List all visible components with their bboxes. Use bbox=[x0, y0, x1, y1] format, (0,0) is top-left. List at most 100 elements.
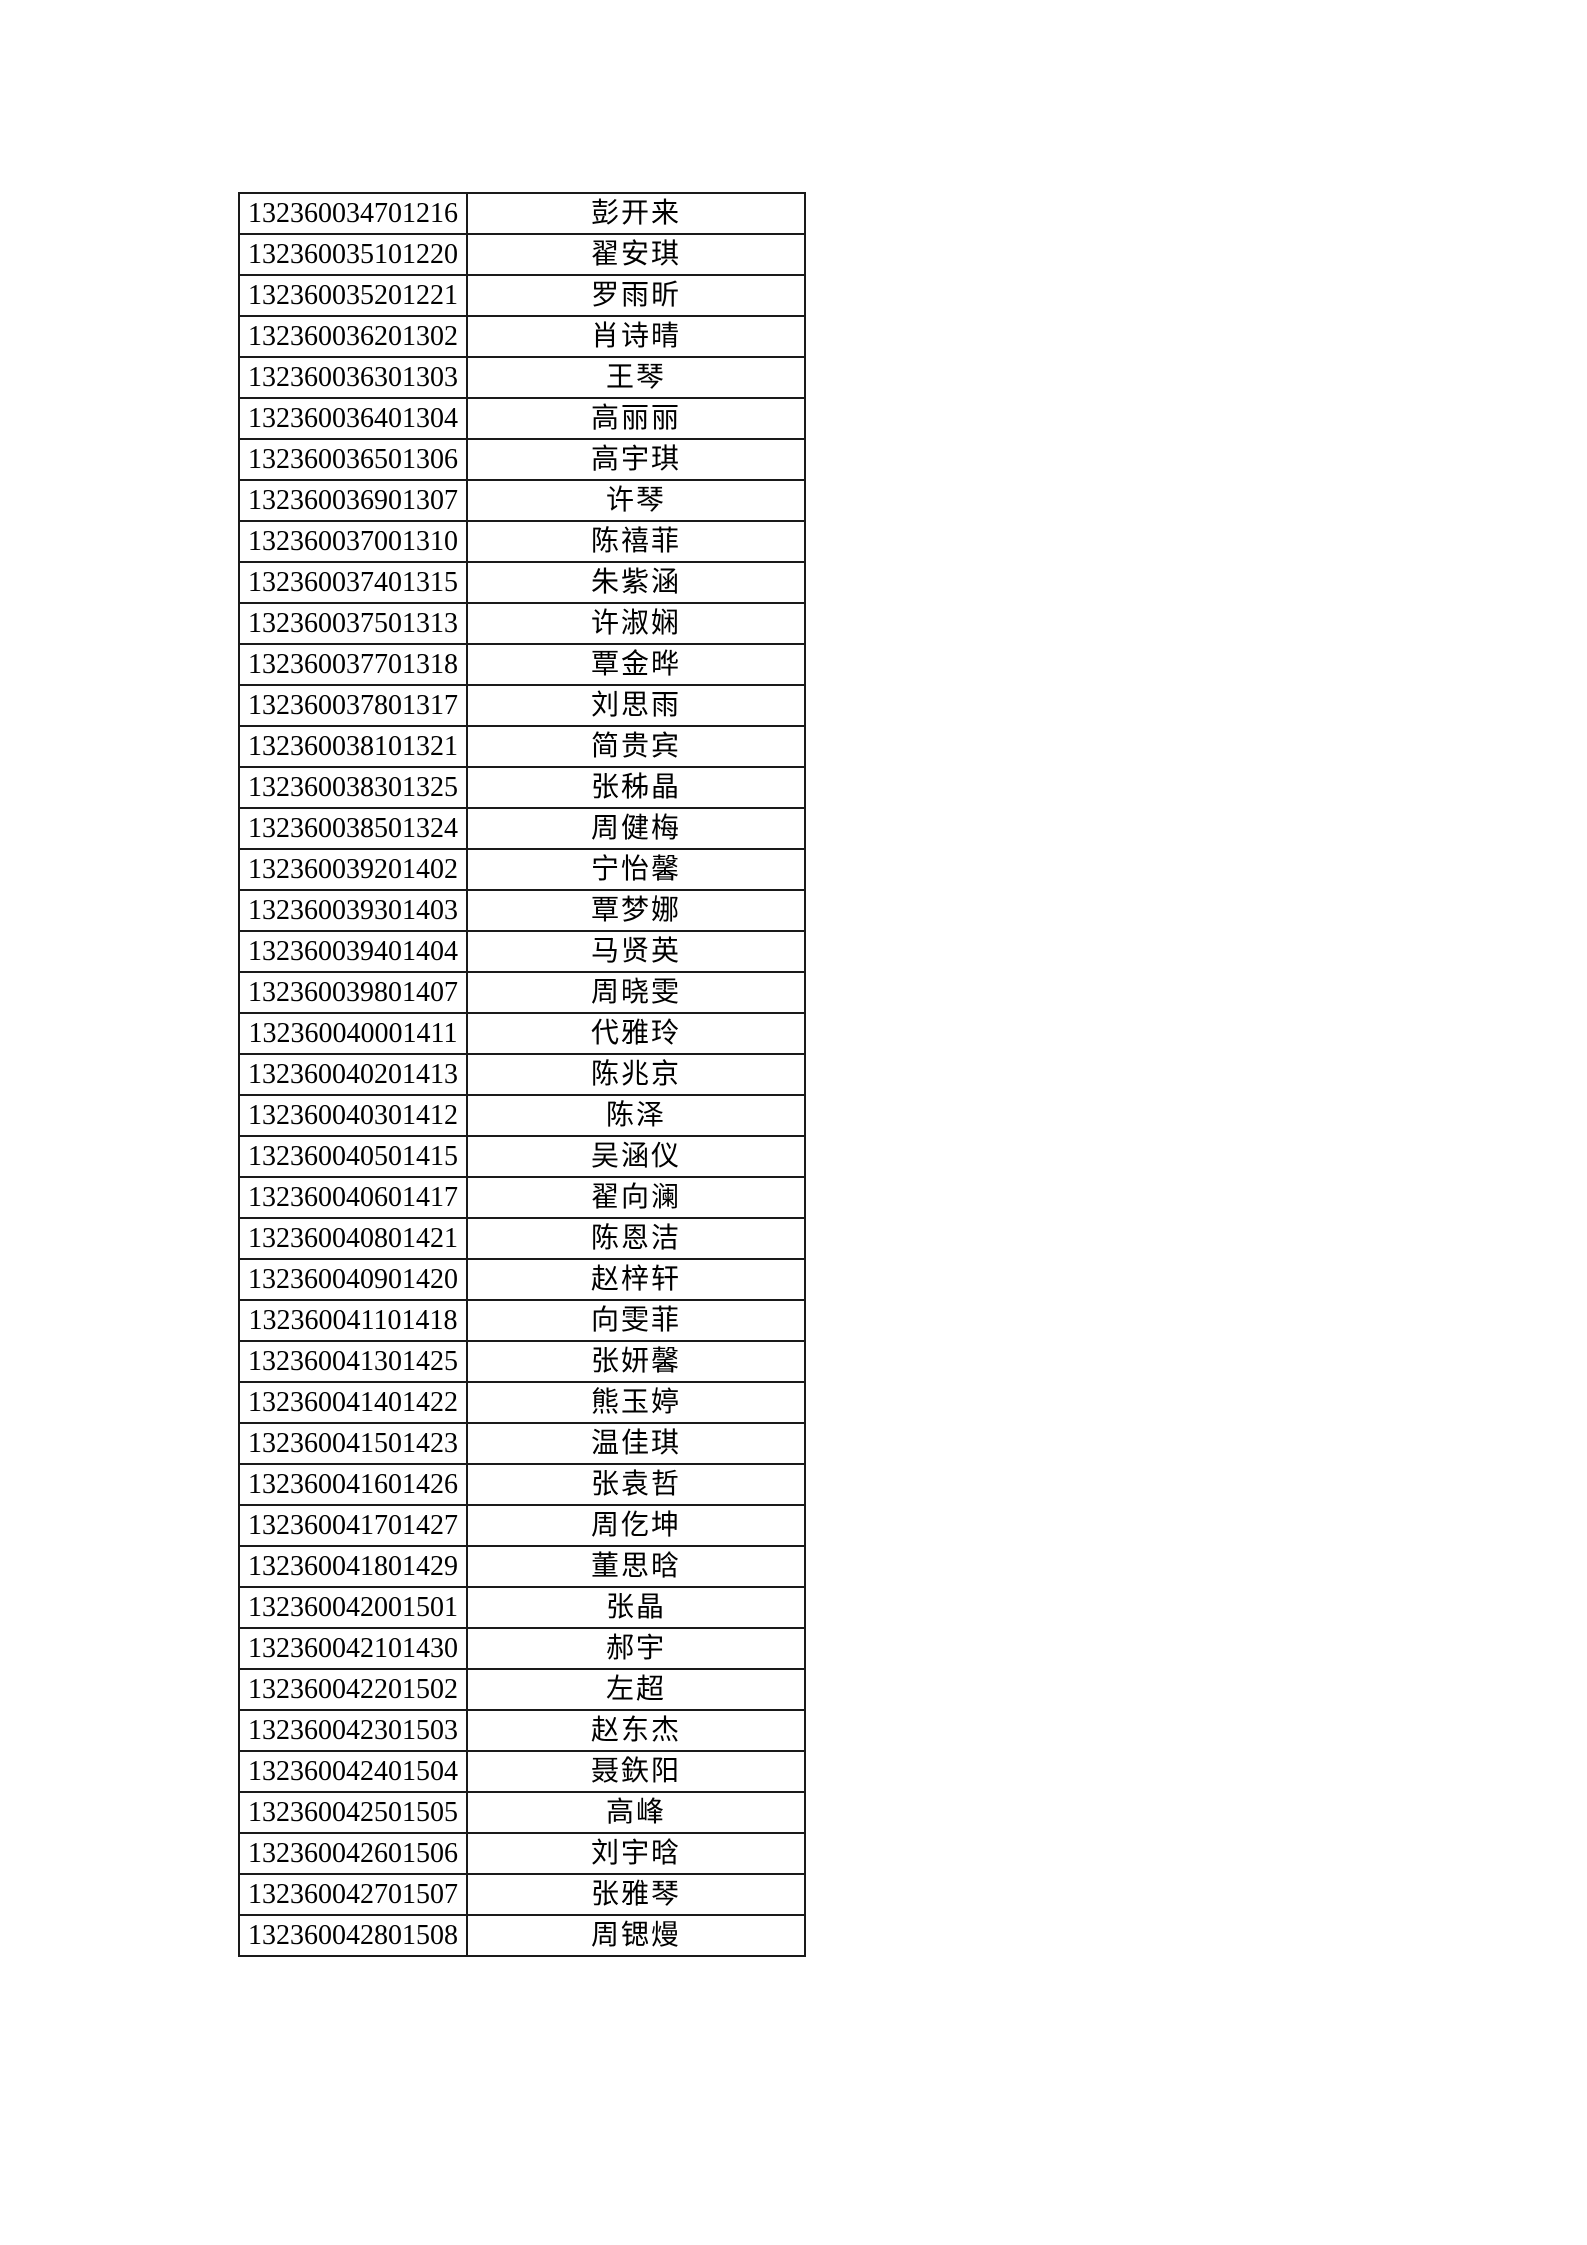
student-name-cell: 张秭晶 bbox=[466, 766, 806, 809]
table-row: 132360035201221 罗雨昕 bbox=[238, 274, 806, 317]
exam-number-cell: 132360040201413 bbox=[238, 1053, 468, 1096]
exam-number-cell: 132360039401404 bbox=[238, 930, 468, 973]
table-row: 132360041701427 周仡坤 bbox=[238, 1504, 806, 1547]
exam-number-cell: 132360042601506 bbox=[238, 1832, 468, 1875]
table-row: 132360038101321 简贵宾 bbox=[238, 725, 806, 768]
exam-number-cell: 132360042301503 bbox=[238, 1709, 468, 1752]
student-name-cell: 肖诗晴 bbox=[466, 315, 806, 358]
student-name-cell: 张妍馨 bbox=[466, 1340, 806, 1383]
table-row: 132360042601506 刘宇晗 bbox=[238, 1832, 806, 1875]
student-name-cell: 周晓雯 bbox=[466, 971, 806, 1014]
exam-number-cell: 132360037701318 bbox=[238, 643, 468, 686]
student-name-cell: 刘宇晗 bbox=[466, 1832, 806, 1875]
table-row: 132360041301425 张妍馨 bbox=[238, 1340, 806, 1383]
table-row: 132360041401422 熊玉婷 bbox=[238, 1381, 806, 1424]
table-row: 132360040601417 翟向澜 bbox=[238, 1176, 806, 1219]
exam-number-cell: 132360041801429 bbox=[238, 1545, 468, 1588]
table-row: 132360040001411 代雅玲 bbox=[238, 1012, 806, 1055]
exam-number-cell: 132360041401422 bbox=[238, 1381, 468, 1424]
table-row: 132360039201402 宁怡馨 bbox=[238, 848, 806, 891]
table-row: 132360040501415 吴涵仪 bbox=[238, 1135, 806, 1178]
table-row: 132360042101430 郝宇 bbox=[238, 1627, 806, 1670]
table-row: 132360036301303 王琴 bbox=[238, 356, 806, 399]
exam-number-cell: 132360042501505 bbox=[238, 1791, 468, 1834]
exam-number-cell: 132360038301325 bbox=[238, 766, 468, 809]
student-name-cell: 郝宇 bbox=[466, 1627, 806, 1670]
student-name-cell: 高丽丽 bbox=[466, 397, 806, 440]
table-row: 132360042001501 张晶 bbox=[238, 1586, 806, 1629]
student-name-cell: 覃梦娜 bbox=[466, 889, 806, 932]
table-row: 132360042401504 聂鉃阳 bbox=[238, 1750, 806, 1793]
exam-number-cell: 132360041501423 bbox=[238, 1422, 468, 1465]
table-row: 132360042301503 赵东杰 bbox=[238, 1709, 806, 1752]
table-row: 132360040801421 陈恩洁 bbox=[238, 1217, 806, 1260]
student-name-cell: 周仡坤 bbox=[466, 1504, 806, 1547]
student-name-cell: 高宇琪 bbox=[466, 438, 806, 481]
table-row: 132360037501313 许淑娴 bbox=[238, 602, 806, 645]
student-name-cell: 王琴 bbox=[466, 356, 806, 399]
student-name-cell: 简贵宾 bbox=[466, 725, 806, 768]
student-name-cell: 代雅玲 bbox=[466, 1012, 806, 1055]
table-row: 132360041101418 向雯菲 bbox=[238, 1299, 806, 1342]
table-row: 132360036201302 肖诗晴 bbox=[238, 315, 806, 358]
student-name-cell: 翟安琪 bbox=[466, 233, 806, 276]
exam-number-cell: 132360040001411 bbox=[238, 1012, 468, 1055]
student-name-cell: 高峰 bbox=[466, 1791, 806, 1834]
table-row: 132360037801317 刘思雨 bbox=[238, 684, 806, 727]
table-row: 132360040301412 陈泽 bbox=[238, 1094, 806, 1137]
exam-number-cell: 132360041101418 bbox=[238, 1299, 468, 1342]
student-name-cell: 马贤英 bbox=[466, 930, 806, 973]
table-row: 132360039801407 周晓雯 bbox=[238, 971, 806, 1014]
student-name-cell: 陈兆京 bbox=[466, 1053, 806, 1096]
table-row: 132360037401315 朱紫涵 bbox=[238, 561, 806, 604]
table-row: 132360036501306 高宇琪 bbox=[238, 438, 806, 481]
exam-number-cell: 132360036401304 bbox=[238, 397, 468, 440]
table-row: 132360041601426 张袁哲 bbox=[238, 1463, 806, 1506]
table-row: 132360037001310 陈禧菲 bbox=[238, 520, 806, 563]
student-name-cell: 朱紫涵 bbox=[466, 561, 806, 604]
exam-number-cell: 132360037501313 bbox=[238, 602, 468, 645]
student-name-cell: 左超 bbox=[466, 1668, 806, 1711]
exam-number-cell: 132360036501306 bbox=[238, 438, 468, 481]
exam-number-cell: 132360038101321 bbox=[238, 725, 468, 768]
student-name-cell: 陈泽 bbox=[466, 1094, 806, 1137]
student-name-cell: 赵梓轩 bbox=[466, 1258, 806, 1301]
table-row: 132360038501324 周健梅 bbox=[238, 807, 806, 850]
exam-number-cell: 132360035101220 bbox=[238, 233, 468, 276]
exam-number-cell: 132360040801421 bbox=[238, 1217, 468, 1260]
student-name-cell: 吴涵仪 bbox=[466, 1135, 806, 1178]
table-row: 132360042201502 左超 bbox=[238, 1668, 806, 1711]
exam-number-cell: 132360042701507 bbox=[238, 1873, 468, 1916]
table-row: 132360039401404 马贤英 bbox=[238, 930, 806, 973]
exam-number-cell: 132360037401315 bbox=[238, 561, 468, 604]
table-row: 132360036901307 许琴 bbox=[238, 479, 806, 522]
student-name-cell: 温佳琪 bbox=[466, 1422, 806, 1465]
student-name-cell: 熊玉婷 bbox=[466, 1381, 806, 1424]
exam-number-cell: 132360042201502 bbox=[238, 1668, 468, 1711]
table-row: 132360034701216 彭开来 bbox=[238, 192, 806, 235]
student-name-cell: 罗雨昕 bbox=[466, 274, 806, 317]
student-name-cell: 许琴 bbox=[466, 479, 806, 522]
student-name-cell: 向雯菲 bbox=[466, 1299, 806, 1342]
student-name-cell: 聂鉃阳 bbox=[466, 1750, 806, 1793]
table-row: 132360041801429 董思晗 bbox=[238, 1545, 806, 1588]
exam-number-cell: 132360040601417 bbox=[238, 1176, 468, 1219]
roster-body: 132360034701216 彭开来 132360035101220 翟安琪 … bbox=[238, 192, 806, 1957]
exam-number-cell: 132360036901307 bbox=[238, 479, 468, 522]
exam-number-cell: 132360036201302 bbox=[238, 315, 468, 358]
table-row: 132360040901420 赵梓轩 bbox=[238, 1258, 806, 1301]
exam-number-cell: 132360039301403 bbox=[238, 889, 468, 932]
student-name-cell: 张晶 bbox=[466, 1586, 806, 1629]
exam-number-cell: 132360040501415 bbox=[238, 1135, 468, 1178]
exam-number-cell: 132360040301412 bbox=[238, 1094, 468, 1137]
student-name-cell: 刘思雨 bbox=[466, 684, 806, 727]
exam-number-cell: 132360037001310 bbox=[238, 520, 468, 563]
student-name-cell: 张雅琴 bbox=[466, 1873, 806, 1916]
student-name-cell: 周锶熳 bbox=[466, 1914, 806, 1957]
exam-number-cell: 132360037801317 bbox=[238, 684, 468, 727]
table-row: 132360038301325 张秭晶 bbox=[238, 766, 806, 809]
student-name-cell: 董思晗 bbox=[466, 1545, 806, 1588]
table-row: 132360042501505 高峰 bbox=[238, 1791, 806, 1834]
exam-number-cell: 132360041301425 bbox=[238, 1340, 468, 1383]
